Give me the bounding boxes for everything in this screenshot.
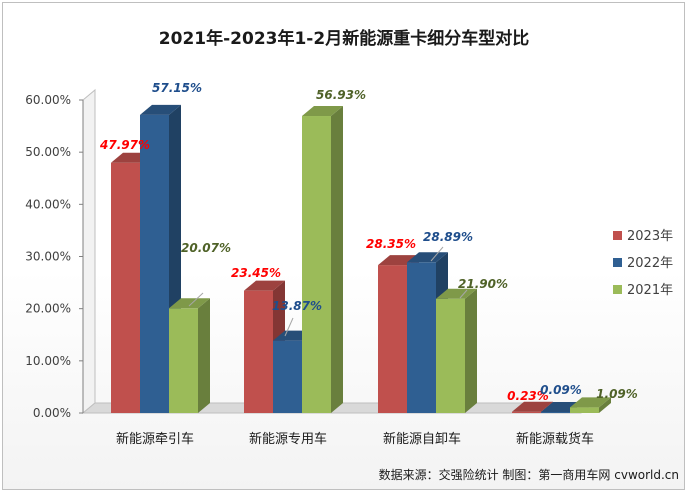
legend-label: 2023年 [627,229,673,244]
x-category-label: 新能源自卸车 [383,431,461,447]
bar [302,116,331,413]
bar-top [244,280,285,291]
bar [512,411,541,413]
source-note: 数据来源：交强险统计 制图：第一商用车网 cvworld.cn [379,467,679,482]
y-tick-label: 30.00% [25,250,71,264]
legend-swatch [613,231,622,240]
x-category-label: 新能源牵引车 [116,431,194,447]
data-label: 20.07% [181,241,231,255]
data-label: 13.87% [272,299,322,313]
bar-side [465,288,477,413]
data-label: 1.09% [596,387,638,401]
legend-label: 2022年 [627,256,673,271]
x-category-label: 新能源载货车 [516,431,594,447]
bar-top [140,104,181,115]
bar [111,162,140,413]
bar [244,290,273,413]
bar-top [570,397,611,408]
bar [140,114,169,414]
bar-side [599,397,611,413]
data-label: 0.09% [540,383,582,397]
data-label-leader [188,292,204,307]
y-tick-label: 0.00% [33,406,71,420]
bar [169,308,198,413]
legend: 2023年 2022年 2021年 [613,229,673,298]
y-tick-label: 60.00% [25,93,71,107]
bar-chart: 2021年-2023年1-2月新能源重卡细分车型对比 0.00% 10.00% 20… [25,28,679,482]
legend-swatch [613,258,622,267]
bar-top [407,252,448,263]
data-label: 47.97% [99,138,150,152]
x-category-label: 新能源专用车 [249,431,327,447]
bar [541,412,570,413]
bar [570,407,599,413]
data-label: 57.15% [152,81,202,95]
y-tick-label: 20.00% [25,302,71,316]
chart-frame: 2021年-2023年1-2月新能源重卡细分车型对比 0.00% 10.00% 20… [2,2,685,490]
y-tick-label: 10.00% [25,354,71,368]
bar [436,298,465,413]
y-tick-label: 50.00% [25,145,71,159]
bar-side [331,106,343,413]
bar-top [169,298,210,309]
legend-label: 2021年 [627,283,673,298]
bar [378,265,407,413]
bar [407,262,436,413]
chart-title: 2021年-2023年1-2月新能源重卡细分车型对比 [159,28,529,49]
data-label: 28.35% [366,237,416,251]
bar-top [436,288,477,299]
plot-area: 0.00% 10.00% 20.00% 30.00% 40.00% 50.00% 60.00… [25,81,638,447]
y-tick-label: 40.00% [25,197,71,211]
side-wall [82,88,96,415]
data-label-leader [459,289,468,299]
data-label-leader [284,317,294,337]
data-label: 21.90% [458,277,508,291]
data-label-leader [430,246,444,262]
legend-swatch [613,285,622,294]
bar [273,340,302,413]
data-label: 28.89% [423,230,473,244]
bar-side [198,298,210,413]
bar-top [302,106,343,117]
data-label: 23.45% [231,266,281,280]
bar-top [512,401,553,412]
data-label: 56.93% [316,88,366,102]
data-label: 0.23% [507,389,549,403]
